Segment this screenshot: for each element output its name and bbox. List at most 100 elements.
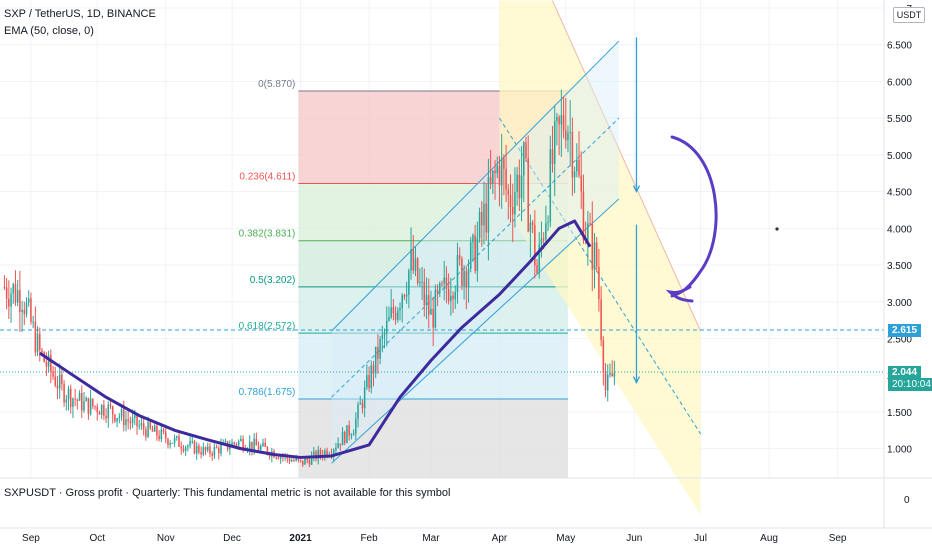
candle-body (52, 371, 54, 377)
candle-body (379, 339, 381, 359)
candle-body (357, 404, 359, 419)
candle-body (65, 399, 68, 403)
candle-body (180, 446, 182, 449)
ema-indicator-label[interactable]: EMA (50, close, 0) (4, 25, 94, 37)
fib-level-label: 0.236(4.611) (239, 171, 295, 182)
candle-body (116, 418, 118, 422)
candle-body (67, 388, 70, 400)
candle-body (213, 446, 216, 456)
candle-body (392, 307, 395, 314)
x-tick-label: Apr (492, 533, 508, 544)
candle-body (481, 211, 483, 226)
last-price-tag: 2.044 (888, 366, 922, 379)
candle-body (560, 115, 563, 125)
candle-body (465, 271, 468, 288)
y-tick-label: 6.500 (887, 41, 912, 52)
candle-body (469, 242, 472, 269)
candle-body (553, 121, 556, 164)
candle-body (551, 149, 554, 164)
candle-body (383, 333, 386, 335)
hand-drawn-curve (670, 135, 718, 298)
rising-channel-bottom (331, 198, 620, 464)
candle-body (529, 222, 532, 232)
candle-body (366, 375, 368, 388)
candle-body (421, 281, 423, 283)
ema-line (38, 219, 592, 459)
candle-body (255, 438, 258, 446)
y-tick-label: 3.500 (887, 261, 912, 272)
candle-body (94, 406, 96, 408)
candle-body (14, 284, 17, 303)
down-arrow-upper-head (632, 185, 641, 194)
candle-body (427, 295, 430, 315)
candle-body (158, 435, 160, 440)
candle-body (540, 238, 543, 244)
candle-body (72, 398, 74, 407)
candle-body (423, 281, 426, 306)
candle-body (96, 406, 99, 413)
falling-channel-top (552, 0, 702, 332)
candle-body (136, 415, 138, 427)
candle-body (178, 436, 180, 447)
candle-body (580, 175, 583, 192)
candle-body (397, 310, 399, 320)
candle-body (19, 290, 21, 312)
candle-body (313, 451, 315, 456)
candle-body (266, 446, 269, 454)
candle-body (118, 416, 121, 419)
candle-body (167, 438, 169, 445)
candle-body (545, 223, 547, 240)
candle-body (370, 365, 373, 389)
candle-body (414, 258, 417, 271)
candle-body (527, 158, 529, 232)
y-tick-label: 2.500 (887, 334, 912, 345)
candle-body (288, 458, 291, 462)
candle-body (374, 346, 377, 374)
y-tick-label: 5.000 (887, 151, 912, 162)
candle-body (45, 361, 48, 367)
candle-body (107, 404, 110, 419)
candle-body (436, 289, 439, 293)
falling-channel-fill (499, 0, 701, 515)
candle-body (456, 255, 459, 293)
fib-zone (298, 240, 568, 287)
candle-body (54, 376, 57, 386)
candle-body (606, 374, 609, 391)
candle-body (63, 383, 65, 403)
candle-body (304, 458, 306, 465)
candle-body (447, 289, 450, 302)
candle-body (439, 283, 441, 293)
candle-body (542, 238, 545, 240)
candle-body (125, 419, 127, 426)
candle-body (498, 165, 501, 186)
candle-body (441, 283, 443, 285)
candle-body (458, 255, 461, 259)
candle-body (505, 168, 507, 190)
candle-body (348, 425, 350, 436)
candle-body (525, 142, 527, 159)
candle-body (173, 437, 176, 443)
candle-body (485, 203, 487, 233)
x-tick-label: Feb (360, 533, 378, 544)
candle-body (105, 415, 107, 419)
candle-body (215, 446, 218, 448)
candle-body (326, 450, 328, 456)
annotations (632, 37, 779, 384)
candle-body (12, 284, 15, 294)
y-tick-label: 1.000 (887, 445, 912, 456)
candle-body (346, 425, 348, 443)
candle-body (229, 447, 231, 450)
candle-body (277, 457, 280, 459)
candle-body (260, 446, 262, 450)
candle-body (434, 289, 437, 328)
symbol-title[interactable]: SXP / TetherUS, 1D, BINANCE (4, 8, 156, 20)
candle-body (536, 265, 538, 273)
candle-body (306, 458, 308, 461)
candle-body (206, 446, 209, 451)
candle-body (262, 442, 264, 447)
currency-badge[interactable]: USDT (893, 7, 925, 23)
fib-level-label: 0.786(1.675) (239, 387, 296, 398)
candle-body (151, 428, 154, 432)
